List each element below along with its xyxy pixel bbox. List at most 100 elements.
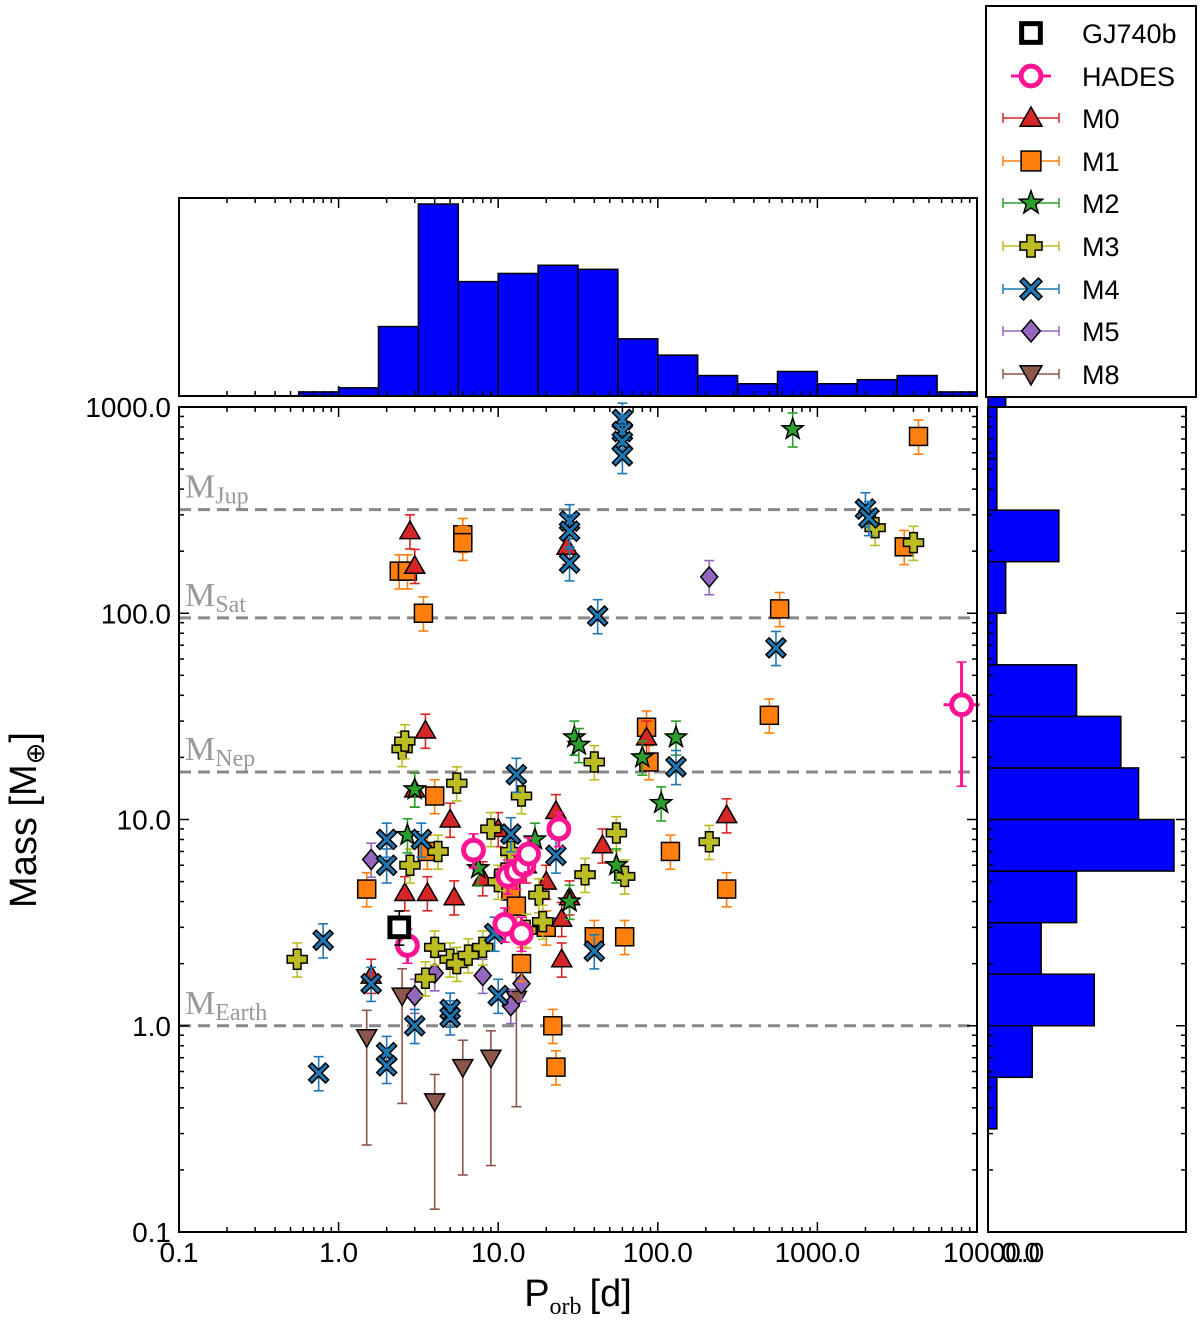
top-hist-bar [816, 382, 859, 397]
marker-hades [516, 841, 541, 867]
series-gj740b [387, 910, 412, 946]
legend-entry-m1: M1 [987, 141, 1195, 181]
marker-m4 [499, 822, 522, 846]
marker-m0 [550, 947, 574, 968]
marker-m2 [663, 724, 689, 749]
marker-m2 [402, 776, 428, 801]
legend-entry-m8: M8 [987, 354, 1195, 394]
x-tick-label: 10000.0 [943, 1237, 1044, 1268]
marker-m1 [543, 1016, 563, 1036]
data-point [546, 1050, 566, 1086]
marker-m4 [307, 1061, 330, 1085]
marker-m2 [566, 731, 592, 756]
marker-m3 [480, 818, 502, 840]
legend-entry-m3: M3 [987, 226, 1195, 266]
x-tick-label: 1000.0 [775, 1237, 861, 1268]
data-point [414, 713, 437, 750]
top-hist-bar [696, 374, 739, 397]
data-markers [286, 402, 980, 1210]
y-tick-label: 1000.0 [85, 392, 171, 423]
legend-marker-m0 [1018, 105, 1044, 128]
legend-symbol [1002, 105, 1060, 128]
top-hist-bar [896, 374, 938, 397]
data-point [698, 824, 720, 861]
data-point [605, 815, 628, 852]
top-hist-bar [617, 338, 659, 397]
data-point [759, 698, 780, 734]
legend-symbol [1002, 150, 1060, 172]
data-point [908, 419, 929, 456]
legend-entry-m2: M2 [987, 183, 1195, 223]
series-m3 [286, 510, 925, 997]
right-hist-bar [987, 560, 1007, 614]
legend-marker-m5 [1020, 319, 1042, 344]
marker-m0 [403, 554, 427, 574]
marker-m4 [360, 972, 383, 995]
marker-m3 [574, 863, 596, 886]
legend-symbol [1002, 319, 1060, 344]
data-point [629, 740, 655, 776]
data-point [438, 802, 462, 839]
marker-m8 [451, 1058, 475, 1079]
legend-marker-m3 [1019, 234, 1043, 258]
data-point [286, 942, 308, 978]
right-hist-bar [987, 1076, 998, 1130]
data-point [453, 525, 473, 562]
data-point [479, 1030, 503, 1167]
right-hist-bar [987, 870, 1078, 924]
y-axis-label-symbol: ⊕ [20, 743, 50, 765]
data-point [423, 930, 446, 966]
data-point [375, 822, 398, 859]
legend-marker-m1 [1020, 150, 1042, 172]
marker-m4 [611, 444, 634, 467]
top-histogram [297, 203, 978, 397]
right-histogram [987, 200, 1175, 1130]
data-point [583, 744, 606, 781]
marker-m3 [414, 967, 437, 989]
ref-line-label: MJup [185, 469, 249, 510]
marker-m0 [442, 885, 466, 906]
right-hist-bar [987, 1025, 1034, 1079]
marker-m0 [555, 535, 579, 556]
top-hist-bar [417, 203, 460, 397]
legend-symbol [1002, 234, 1060, 258]
data-point [857, 500, 880, 537]
right-hist-bar [987, 973, 1096, 1027]
marker-m3 [902, 531, 925, 554]
marker-m0 [550, 907, 574, 928]
data-point [360, 966, 383, 1003]
data-point [361, 842, 381, 879]
legend-marker-hades [1018, 63, 1044, 88]
marker-m3 [286, 948, 308, 971]
top-hist-bar [377, 325, 420, 397]
marker-m4 [558, 520, 581, 543]
ref-line-label: MNep [185, 731, 255, 772]
legend-entry-gj740b: GJ740b [987, 13, 1195, 53]
marker-m2 [556, 888, 583, 913]
top-hist-bar [537, 264, 579, 397]
y-axis-label-main: Mass [M [3, 764, 45, 908]
data-point [510, 778, 533, 815]
data-point [715, 797, 738, 834]
right-hist-bar [987, 664, 1078, 718]
marker-m0 [393, 881, 417, 902]
marker-m4 [583, 940, 606, 963]
data-point [769, 591, 790, 628]
marker-m0 [416, 881, 439, 902]
marker-gj740b [387, 915, 412, 940]
legend-label: M1 [1082, 146, 1120, 177]
legend-symbol [1002, 189, 1060, 215]
data-point [550, 942, 574, 978]
data-point [499, 816, 522, 853]
legend-label: GJ740b [1082, 19, 1177, 49]
data-point [427, 834, 449, 871]
data-point [492, 907, 518, 943]
data-point [375, 1048, 398, 1085]
data-point [451, 1039, 475, 1176]
data-point [699, 559, 719, 596]
data-point [558, 514, 581, 550]
top-hist-bar [497, 272, 539, 397]
x-axis-label-sub: orb [550, 1294, 582, 1320]
y-tick-label: 1.0 [132, 1011, 171, 1042]
